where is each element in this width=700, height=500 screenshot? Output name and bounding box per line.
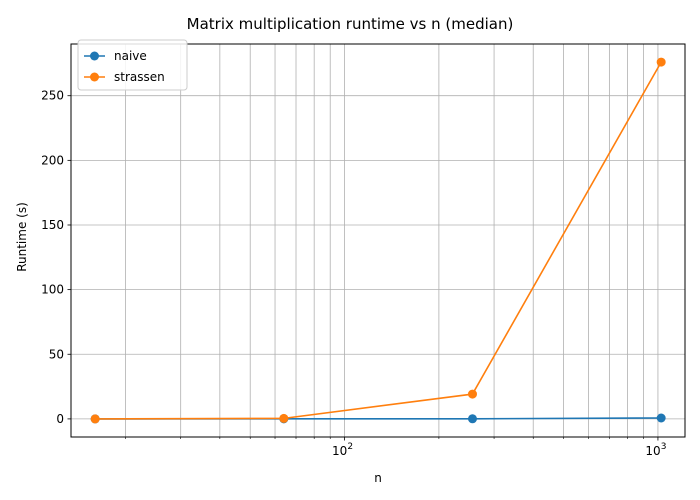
y-tick-label: 150 bbox=[41, 218, 64, 232]
data-point-strassen bbox=[279, 413, 289, 423]
x-axis-ticks: 102 103 bbox=[125, 437, 666, 458]
legend-label-strassen: strassen bbox=[114, 70, 165, 84]
series-strassen bbox=[90, 57, 666, 424]
data-point-naive bbox=[656, 413, 666, 423]
data-point-strassen bbox=[656, 57, 666, 67]
series-line-strassen bbox=[95, 61, 662, 420]
plot-series bbox=[90, 57, 666, 424]
y-tick-label: 100 bbox=[41, 283, 64, 297]
x-tick-label: 103 bbox=[645, 442, 666, 458]
y-tick-label: 50 bbox=[49, 347, 64, 361]
x-axis-label: n bbox=[374, 471, 382, 485]
x-tick-label: 102 bbox=[332, 442, 353, 458]
data-point-strassen bbox=[467, 389, 477, 399]
legend-label-naive: naive bbox=[114, 49, 147, 63]
legend: naive strassen bbox=[77, 39, 188, 91]
y-tick-label: 0 bbox=[56, 412, 64, 426]
y-axis-label: Runtime (s) bbox=[15, 202, 29, 272]
legend-box bbox=[77, 39, 188, 91]
y-axis-ticks: 0 50 100 150 200 250 bbox=[41, 89, 71, 426]
chart-title: Matrix multiplication runtime vs n (medi… bbox=[187, 15, 514, 33]
grid-lines bbox=[71, 44, 685, 437]
y-tick-label: 250 bbox=[41, 89, 64, 103]
data-point-naive bbox=[467, 414, 477, 424]
legend-marker-strassen bbox=[90, 72, 99, 82]
y-tick-label: 200 bbox=[41, 153, 64, 167]
legend-marker-naive bbox=[90, 51, 99, 61]
data-point-strassen bbox=[90, 414, 100, 424]
plot-area-frame bbox=[70, 43, 686, 438]
